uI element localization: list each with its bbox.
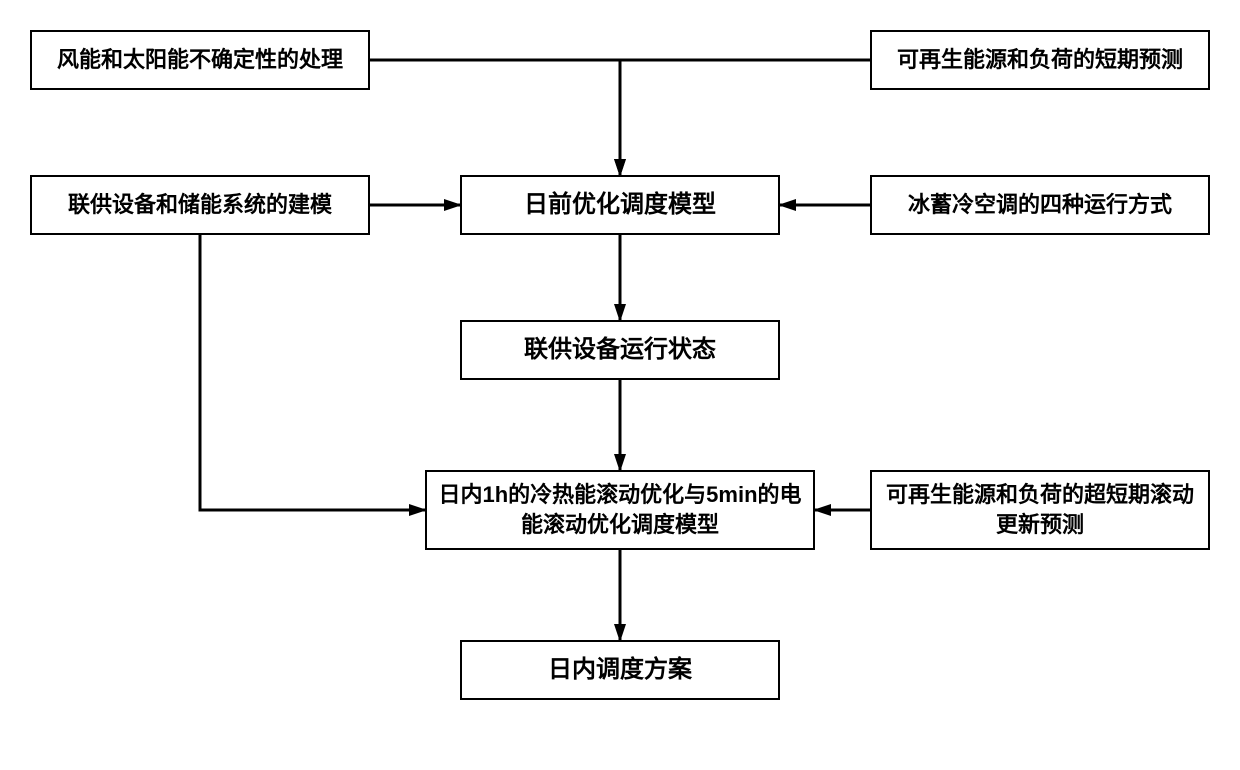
node-short-term-forecast: 可再生能源和负荷的短期预测 [870, 30, 1210, 90]
node-label: 联供设备运行状态 [524, 334, 716, 366]
edge [620, 60, 870, 175]
node-ice-storage-modes: 冰蓄冷空调的四种运行方式 [870, 175, 1210, 235]
flowchart-canvas: 风能和太阳能不确定性的处理 可再生能源和负荷的短期预测 联供设备和储能系统的建模… [0, 0, 1240, 770]
node-label: 日内调度方案 [548, 654, 692, 686]
node-label: 可再生能源和负荷的短期预测 [897, 45, 1183, 75]
node-intraday-schedule: 日内调度方案 [460, 640, 780, 700]
node-day-ahead-model: 日前优化调度模型 [460, 175, 780, 235]
node-wind-solar-uncertainty: 风能和太阳能不确定性的处理 [30, 30, 370, 90]
node-label: 日内1h的冷热能滚动优化与5min的电能滚动优化调度模型 [435, 480, 805, 539]
edge [370, 60, 620, 175]
node-label: 日前优化调度模型 [524, 189, 716, 221]
node-cogen-storage-modeling: 联供设备和储能系统的建模 [30, 175, 370, 235]
node-label: 风能和太阳能不确定性的处理 [57, 45, 343, 75]
node-intraday-rolling-model: 日内1h的冷热能滚动优化与5min的电能滚动优化调度模型 [425, 470, 815, 550]
node-label: 可再生能源和负荷的超短期滚动更新预测 [880, 480, 1200, 539]
node-ultra-short-forecast: 可再生能源和负荷的超短期滚动更新预测 [870, 470, 1210, 550]
node-label: 联供设备和储能系统的建模 [68, 190, 332, 220]
edge [200, 235, 425, 510]
node-cogen-operating-state: 联供设备运行状态 [460, 320, 780, 380]
node-label: 冰蓄冷空调的四种运行方式 [908, 190, 1172, 220]
